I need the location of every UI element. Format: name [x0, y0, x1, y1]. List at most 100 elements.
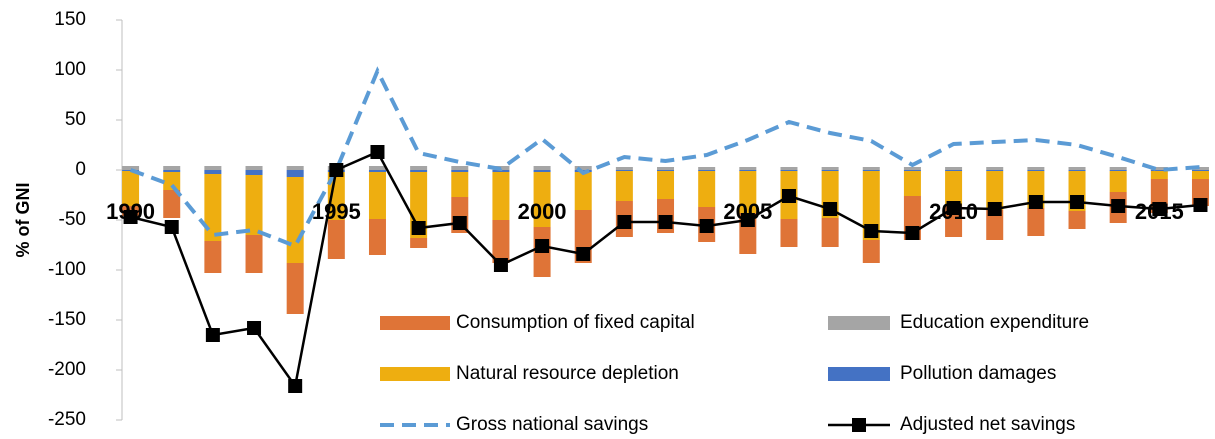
marker	[781, 189, 796, 203]
bar-segment	[657, 171, 675, 199]
marker	[164, 220, 179, 234]
bar-segment	[574, 172, 592, 210]
marker	[1028, 195, 1043, 209]
bar-segment	[657, 167, 675, 170]
bar-segment	[163, 170, 181, 172]
legend-label: Consumption of fixed capital	[456, 312, 695, 333]
bar-segment	[286, 177, 304, 263]
bar-segment	[533, 166, 551, 170]
bar-segment	[1027, 208, 1045, 236]
bar-segment	[327, 172, 345, 220]
bar-segment	[533, 172, 551, 227]
bar-segment	[615, 167, 633, 170]
bar-segment	[1109, 170, 1127, 171]
bar-segment	[245, 175, 263, 235]
legend-label: Adjusted net savings	[900, 414, 1075, 435]
bar-segment	[245, 166, 263, 170]
bar-segment	[698, 171, 716, 207]
bar-segment	[1109, 167, 1127, 170]
bar-segment	[492, 172, 510, 220]
bar-segment	[1068, 167, 1086, 170]
bar-segment	[1150, 170, 1168, 171]
bar-segment	[945, 167, 963, 170]
bar-segment	[368, 172, 386, 219]
bar-segment	[862, 170, 880, 171]
bar-segment	[780, 170, 798, 171]
bar-segment	[163, 190, 181, 218]
y-tick-label: -50	[59, 209, 86, 230]
legend-swatch	[828, 367, 890, 381]
marker	[535, 239, 550, 253]
bar-segment	[903, 171, 921, 196]
bar-segment	[986, 170, 1004, 171]
marker	[740, 213, 755, 227]
line	[129, 66, 1201, 249]
bar-segment	[657, 170, 675, 171]
bar-segment	[739, 167, 757, 170]
y-tick-label: 100	[54, 59, 86, 80]
bar-segment	[1150, 167, 1168, 170]
bar-segment	[1191, 167, 1209, 170]
marker	[1152, 202, 1167, 216]
bar-segment	[451, 170, 469, 172]
bar-segment	[1109, 171, 1127, 192]
y-tick-label: -100	[48, 259, 86, 280]
bar-segment	[204, 166, 222, 170]
bar-segment	[1068, 211, 1086, 229]
legend-label: Pollution damages	[900, 363, 1056, 384]
marker	[576, 247, 591, 261]
bar-segment	[903, 167, 921, 170]
bar-segment	[204, 174, 222, 241]
bar-segment	[1068, 170, 1086, 171]
x-tick-label: 2000	[518, 199, 567, 224]
bar-segment	[1027, 167, 1045, 170]
y-tick-label: 150	[54, 9, 86, 30]
bar-segment	[410, 238, 428, 248]
bar-segment	[163, 166, 181, 170]
x-tick-label: 1990	[106, 199, 155, 224]
bar-segment	[821, 167, 839, 170]
marker	[823, 202, 838, 216]
bar-segment	[862, 240, 880, 263]
marker	[205, 328, 220, 342]
bar-segment	[574, 166, 592, 170]
bar-segment	[739, 170, 757, 171]
legend-label: Natural resource depletion	[456, 363, 679, 384]
y-tick-label: -150	[48, 309, 86, 330]
marker	[493, 258, 508, 272]
legend-marker	[852, 418, 866, 432]
marker	[123, 210, 138, 224]
bar-segment	[451, 166, 469, 170]
marker	[288, 379, 303, 393]
marker	[1070, 195, 1085, 209]
marker	[658, 215, 673, 229]
bar-segment	[862, 167, 880, 170]
x-tick-label: 2005	[723, 199, 772, 224]
marker	[329, 163, 344, 177]
x-tick-label: 1995	[312, 199, 361, 224]
bar-segment	[780, 167, 798, 170]
legend-swatch	[380, 316, 450, 330]
bar-segment	[368, 166, 386, 170]
y-tick-label: -200	[48, 359, 86, 380]
bar-segment	[122, 166, 140, 170]
bar-segment	[986, 210, 1004, 240]
bar-segment	[986, 167, 1004, 170]
x-tick-label: 2010	[929, 199, 978, 224]
y-tick-label: -250	[48, 409, 86, 430]
bar-segment	[698, 170, 716, 171]
bar-segment	[862, 171, 880, 240]
bar-segment	[986, 171, 1004, 210]
bar-segment	[698, 167, 716, 170]
bar-segment	[410, 166, 428, 170]
x-tick-label: 2015	[1135, 199, 1184, 224]
legend-label: Education expenditure	[900, 312, 1089, 333]
marker	[1193, 198, 1208, 212]
bar-segment	[204, 170, 222, 174]
marker	[247, 321, 262, 335]
marker	[905, 226, 920, 240]
bar-segment	[533, 170, 551, 172]
bar-segment	[1191, 171, 1209, 179]
bar-segment	[1027, 170, 1045, 171]
